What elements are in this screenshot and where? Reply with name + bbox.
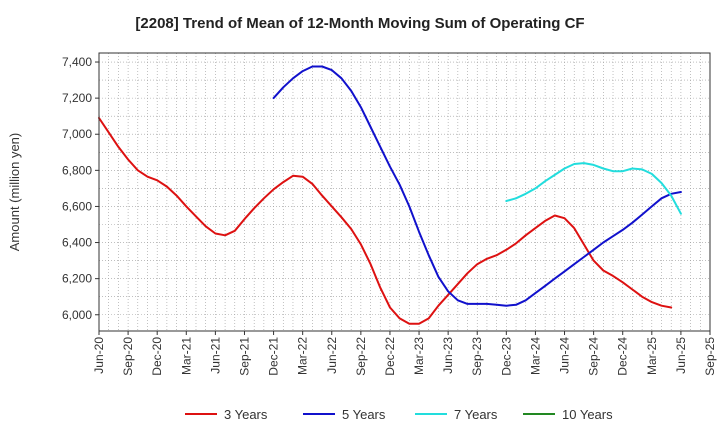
x-tick-label: Jun-22 <box>325 337 339 374</box>
y-tick-label: 6,200 <box>62 272 92 286</box>
x-tick-label: Jun-21 <box>208 337 222 374</box>
legend-label-5-years: 5 Years <box>342 407 386 422</box>
x-tick-label: Jun-23 <box>441 337 455 374</box>
chart-title: [2208] Trend of Mean of 12-Month Moving … <box>135 15 584 32</box>
x-tick-label: Sep-25 <box>703 337 717 376</box>
x-tick-label: Mar-24 <box>528 337 542 375</box>
legend-label-3-years: 3 Years <box>224 407 268 422</box>
y-tick-label: 7,400 <box>62 55 92 69</box>
x-tick-label: Dec-24 <box>616 337 630 376</box>
x-tick-label: Mar-23 <box>412 337 426 375</box>
x-tick-label: Mar-21 <box>179 337 193 375</box>
x-tick-label: Mar-25 <box>645 337 659 375</box>
x-tick-label: Dec-21 <box>267 337 281 376</box>
y-axis-label: Amount (million yen) <box>7 133 22 252</box>
plot-area: 6,000 6,200 6,400 6,600 6,800 7,000 7,200 7,400… <box>62 52 717 376</box>
y-tick-label: 6,000 <box>62 308 92 322</box>
y-tick-label: 6,600 <box>62 199 92 213</box>
x-tick-label: Sep-23 <box>470 337 484 376</box>
x-tick-label: Dec-23 <box>499 337 513 376</box>
series-line-3-years <box>98 117 673 325</box>
y-tick-label: 7,000 <box>62 127 92 141</box>
x-tick-label: Jun-20 <box>92 337 106 374</box>
x-tick-label: Sep-24 <box>587 337 601 376</box>
x-tick-label: Mar-22 <box>296 337 310 375</box>
x-tick-label: Sep-21 <box>237 337 251 376</box>
y-tick-label: 6,800 <box>62 163 92 177</box>
x-tick-label: Dec-20 <box>150 337 164 376</box>
plot-background <box>99 53 710 331</box>
legend-label-10-years: 10 Years <box>562 407 613 422</box>
x-tick-label: Sep-22 <box>354 337 368 376</box>
y-tick-label: 6,400 <box>62 236 92 250</box>
x-tick-label: Sep-20 <box>121 337 135 376</box>
legend: 3 Years 5 Years 7 Years 10 Years <box>185 407 613 422</box>
x-tick-label: Jun-24 <box>558 337 572 374</box>
x-tick-label: Jun-25 <box>674 337 688 374</box>
series-line-5-years <box>272 65 682 307</box>
plot-frame <box>98 52 711 332</box>
series-line-7-years <box>505 162 682 215</box>
x-tick-label: Dec-22 <box>383 337 397 376</box>
y-tick-label: 7,200 <box>62 91 92 105</box>
legend-label-7-years: 7 Years <box>454 407 498 422</box>
